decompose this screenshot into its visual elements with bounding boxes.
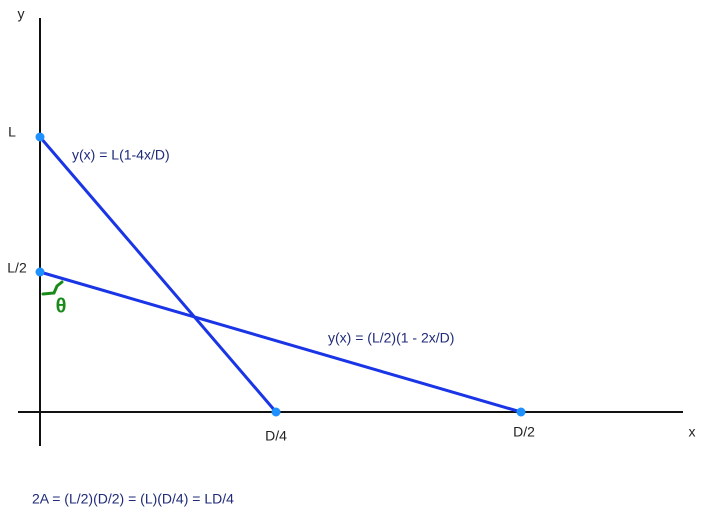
angle-label: θ [56,295,67,317]
x-axis-label: x [689,424,696,440]
y-tick-label: L/2 [7,260,27,276]
point [516,407,526,417]
point [35,132,45,142]
point [35,267,45,277]
footer-equation: 2A = (L/2)(D/2) = (L)(D/4) = LD/4 [32,491,234,507]
point [271,407,281,417]
y-tick-label: L [8,124,16,140]
y-axis-label: y [18,6,25,22]
line-label: y(x) = L(1-4x/D) [72,147,170,163]
x-tick-label: D/4 [265,428,287,444]
line-2 [39,270,522,414]
angle-arc [41,280,64,296]
line-label: y(x) = (L/2)(1 - 2x/D) [328,330,454,346]
x-tick-label: D/2 [513,424,535,440]
line-1 [38,136,278,413]
